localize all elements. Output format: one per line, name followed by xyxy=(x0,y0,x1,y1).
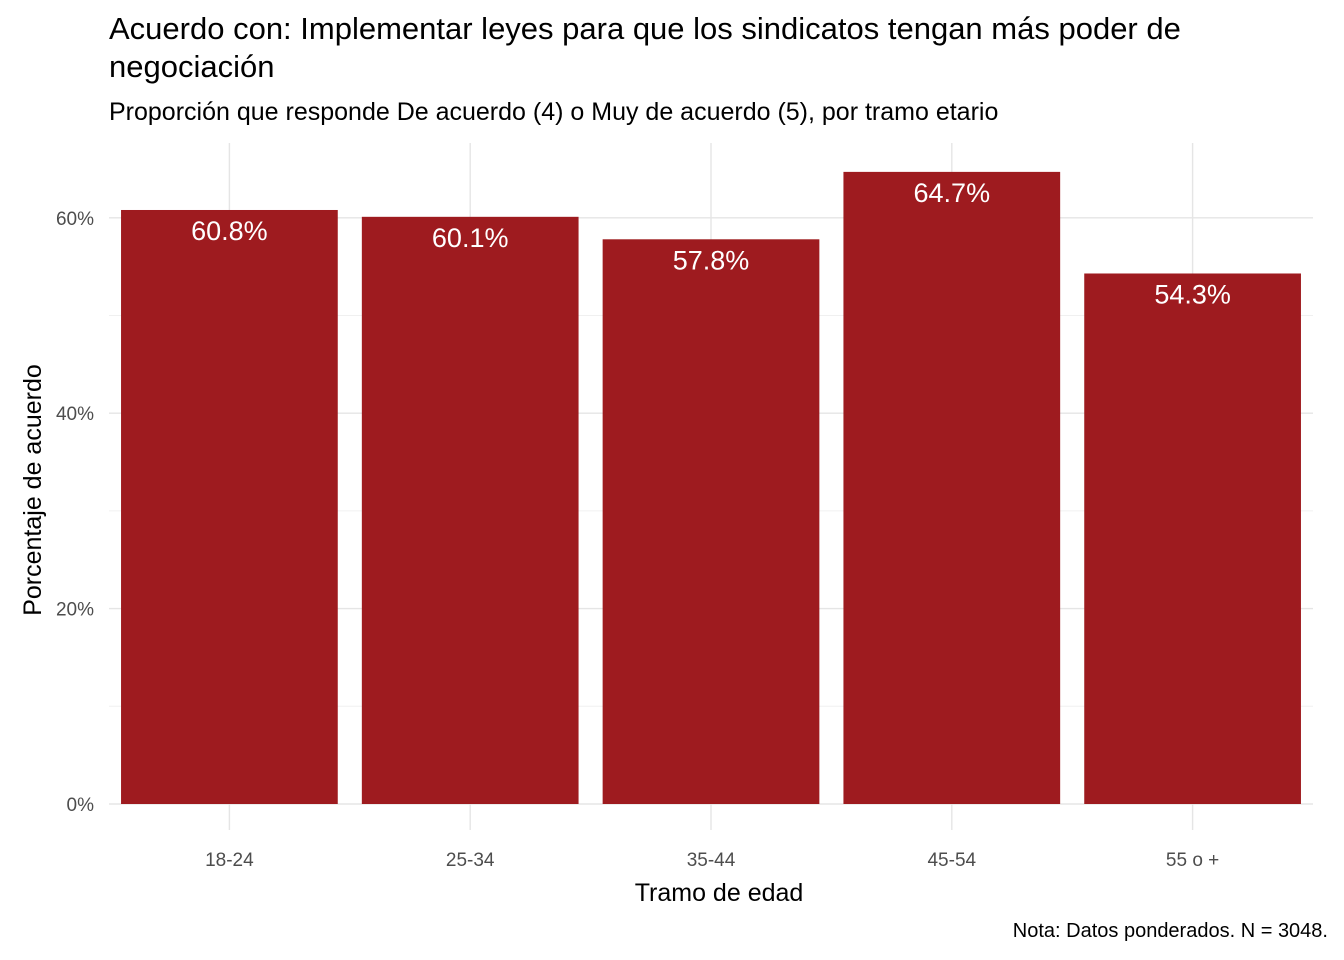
x-tick-label: 35-44 xyxy=(687,850,736,871)
chart-subtitle: Proporción que responde De acuerdo (4) o… xyxy=(109,98,999,126)
x-axis-ticks: 18-24 25-34 35-44 45-54 55 o + xyxy=(205,850,1219,871)
bar-18-24 xyxy=(121,209,338,804)
bar-value-label: 60.8% xyxy=(191,216,268,246)
bar-value-label: 64.7% xyxy=(914,178,991,208)
bar-value-label: 57.8% xyxy=(673,245,750,275)
bar-25-34 xyxy=(361,216,579,804)
bar-value-label: 54.3% xyxy=(1154,279,1231,309)
y-tick-label: 0% xyxy=(67,795,95,816)
y-axis-ticks: 0% 20% 40% 60% xyxy=(56,209,94,816)
x-axis-title: Tramo de edad xyxy=(635,879,804,907)
bars xyxy=(121,171,1301,805)
y-tick-label: 20% xyxy=(56,600,94,621)
y-tick-label: 60% xyxy=(56,209,94,230)
bar-value-labels: 60.8% 60.1% 57.8% 64.7% 54.3% xyxy=(191,178,1231,310)
chart-title: Acuerdo con: Implementar leyes para que … xyxy=(109,11,1181,84)
bar-35-44 xyxy=(602,239,820,804)
y-tick-label: 40% xyxy=(56,404,94,425)
bar-value-label: 60.1% xyxy=(432,223,509,253)
x-tick-label: 45-54 xyxy=(927,850,976,871)
y-axis-title: Porcentaje de acuerdo xyxy=(19,364,47,616)
x-tick-label: 25-34 xyxy=(446,850,495,871)
bar-55 o + xyxy=(1084,273,1301,804)
bar-45-54 xyxy=(843,171,1061,805)
x-tick-label: 55 o + xyxy=(1166,850,1219,871)
chart-caption: Nota: Datos ponderados. N = 3048. xyxy=(1012,920,1328,942)
x-tick-label: 18-24 xyxy=(205,850,254,871)
